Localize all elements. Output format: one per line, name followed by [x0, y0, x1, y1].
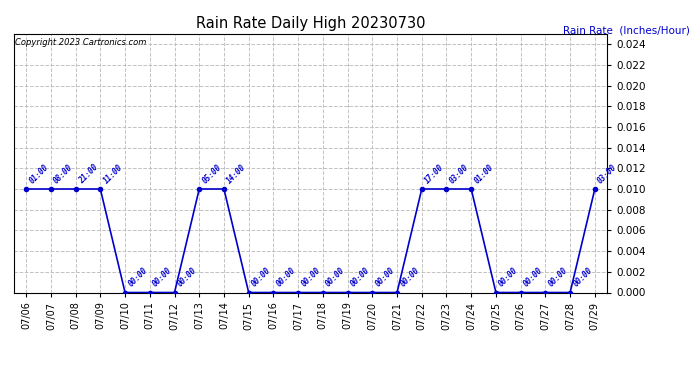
Text: 00:00: 00:00	[373, 266, 396, 289]
Text: Copyright 2023 Cartronics.com: Copyright 2023 Cartronics.com	[15, 38, 146, 46]
Text: 00:00: 00:00	[571, 266, 594, 289]
Text: 00:00: 00:00	[398, 266, 421, 289]
Text: 00:00: 00:00	[275, 266, 297, 289]
Text: 01:00: 01:00	[473, 163, 495, 185]
Text: 17:00: 17:00	[423, 163, 446, 185]
Text: 00:00: 00:00	[497, 266, 520, 289]
Text: 00:00: 00:00	[299, 266, 322, 289]
Text: 03:00: 03:00	[596, 163, 619, 185]
Title: Rain Rate Daily High 20230730: Rain Rate Daily High 20230730	[196, 16, 425, 31]
Text: 08:00: 08:00	[52, 163, 75, 185]
Text: 03:00: 03:00	[448, 163, 471, 185]
Text: 00:00: 00:00	[126, 266, 149, 289]
Text: 14:00: 14:00	[225, 163, 248, 185]
Text: 00:00: 00:00	[324, 266, 347, 289]
Text: 21:00: 21:00	[77, 163, 99, 185]
Text: 00:00: 00:00	[349, 266, 371, 289]
Text: 00:00: 00:00	[151, 266, 174, 289]
Text: 00:00: 00:00	[522, 266, 544, 289]
Text: 00:00: 00:00	[176, 266, 199, 289]
Text: 01:00: 01:00	[28, 163, 50, 185]
Text: Rain Rate  (Inches/Hour): Rain Rate (Inches/Hour)	[564, 26, 690, 36]
Text: 11:00: 11:00	[101, 163, 124, 185]
Text: 05:00: 05:00	[201, 163, 223, 185]
Text: 00:00: 00:00	[546, 266, 569, 289]
Text: 00:00: 00:00	[250, 266, 273, 289]
